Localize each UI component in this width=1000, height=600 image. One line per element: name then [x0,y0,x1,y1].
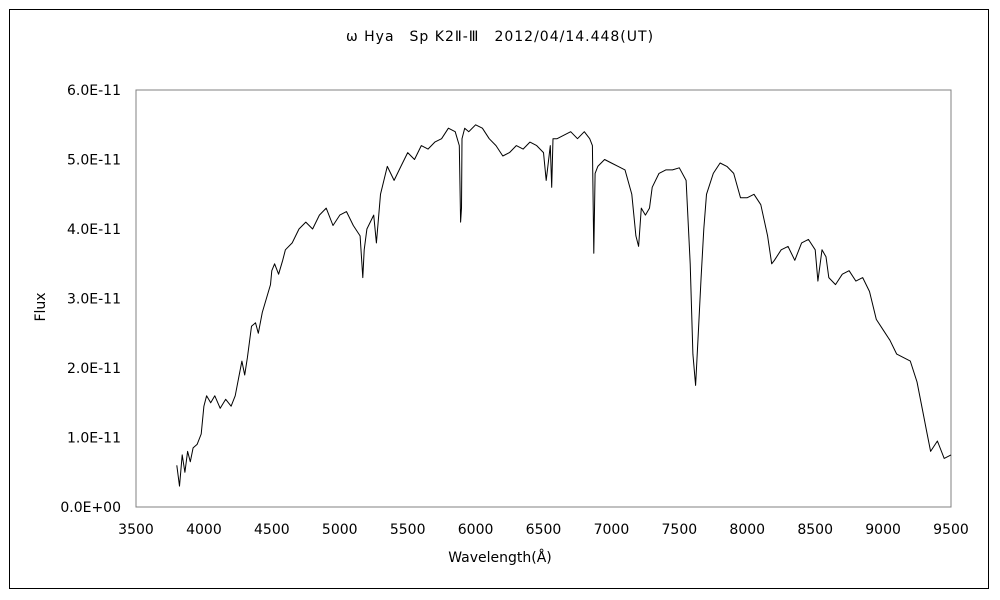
y-tick-label: 5.0E-11 [67,153,121,169]
y-tick-label: 1.0E-11 [67,431,121,447]
series-layer [176,124,952,487]
spectrum-line [176,124,952,487]
x-tick-label: 9000 [865,522,901,538]
x-tick-label: 8000 [729,522,765,538]
x-tick-label: 7000 [594,522,630,538]
x-tick-label: 7500 [662,522,698,538]
x-tick-label: 6000 [458,522,494,538]
x-tick-label: 3500 [118,522,154,538]
y-axis: 0.0E+00 1.0E-11 2.0E-11 3.0E-11 4.0E-11 5.0E-… [60,83,121,516]
plot-area [135,89,952,508]
y-tick-label: 2.0E-11 [67,361,121,377]
x-axis-label: Wavelength(Å) [448,550,552,566]
x-tick-label: 5000 [322,522,358,538]
y-tick-label: 4.0E-11 [67,222,121,238]
y-tick-label: 3.0E-11 [67,292,121,308]
x-tick-label: 4500 [254,522,290,538]
x-tick-label: 8500 [797,522,833,538]
x-tick-label: 4000 [186,522,222,538]
x-axis: 3500 4000 4500 5000 5500 6000 6500 7000 7500 8000… [118,522,969,538]
x-tick-label: 9500 [933,522,969,538]
chart-title: ω Hya Sp K2Ⅱ-Ⅲ 2012/04/14.448(UT) [345,29,655,45]
x-tick-label: 5500 [390,522,426,538]
chart-frame [9,9,989,589]
y-tick-label: 0.0E+00 [60,500,121,516]
y-tick-label: 6.0E-11 [67,83,121,99]
x-tick-label: 6500 [526,522,562,538]
